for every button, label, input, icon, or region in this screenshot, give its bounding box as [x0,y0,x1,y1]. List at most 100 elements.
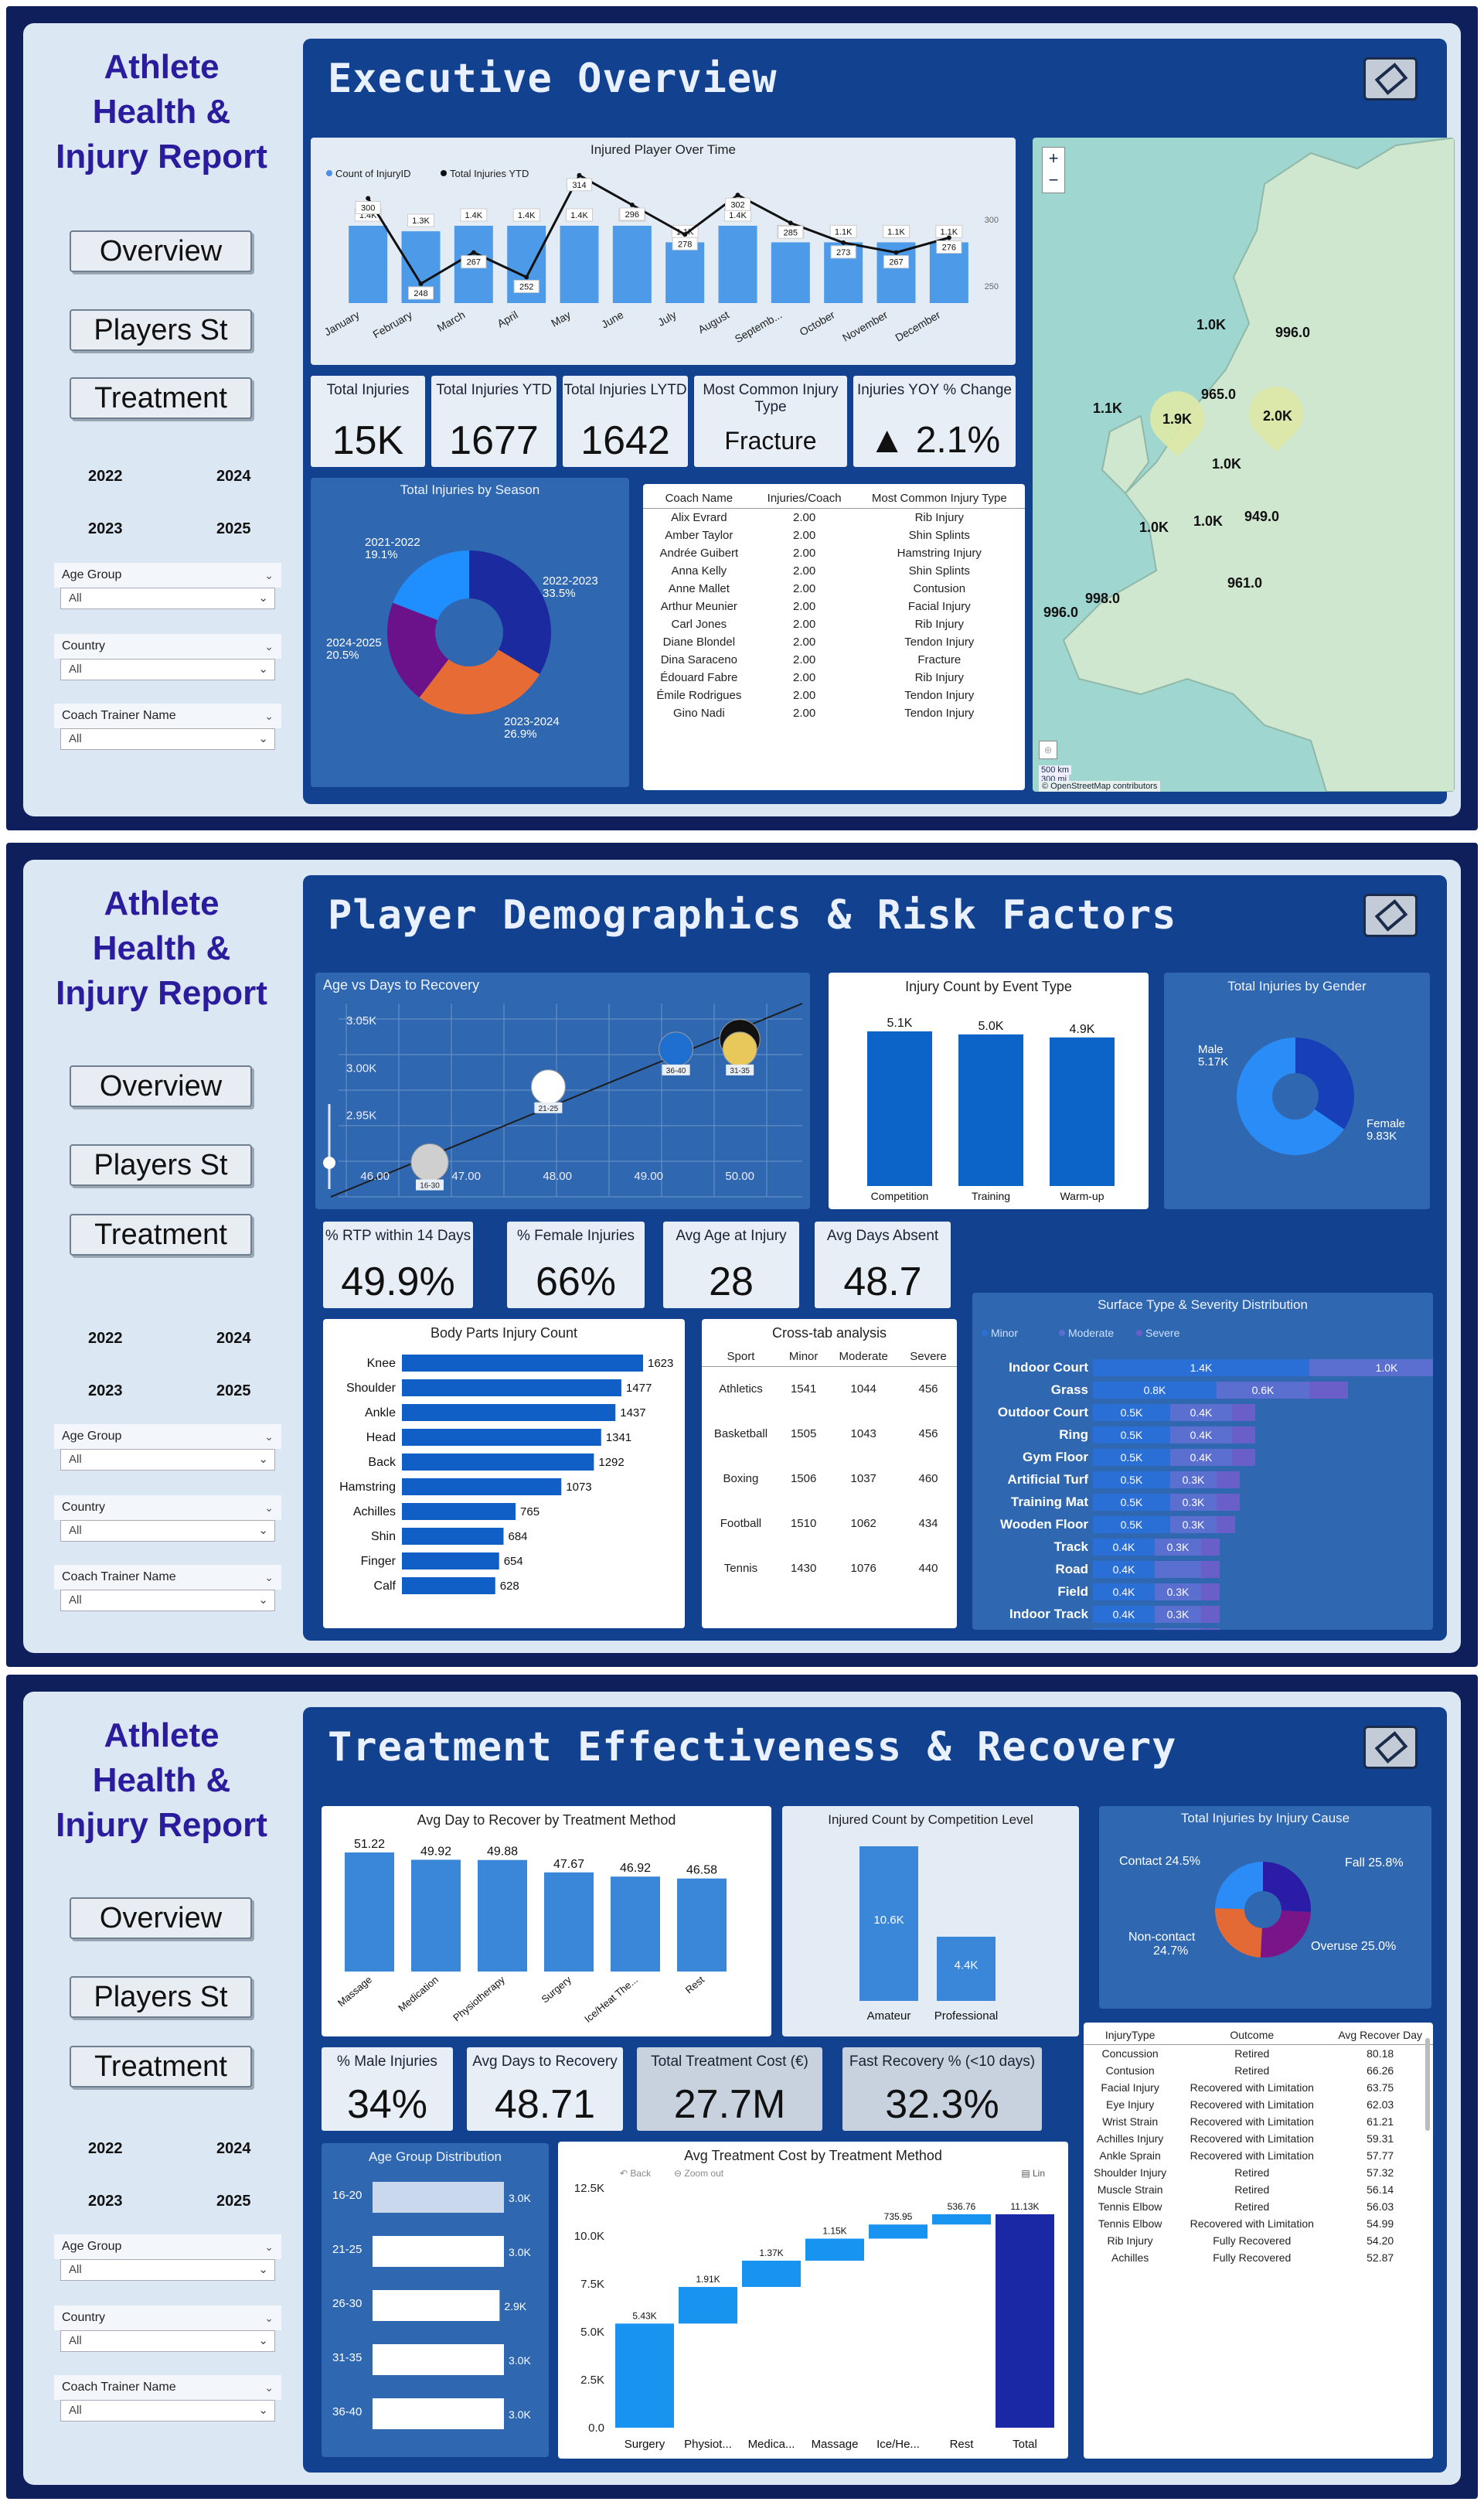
table-row[interactable]: Tennis 1430 1076 440 [702,1546,957,1591]
column-header[interactable]: Coach Name [643,489,755,509]
nav-overview-button[interactable]: Overview [70,230,252,272]
data-label: 300 [361,204,375,213]
table-row[interactable]: Anna Kelly 2.00 Shin Splints [643,562,1025,580]
column-header[interactable]: Moderate [827,1347,900,1367]
table-row[interactable]: Achilles Injury Recovered with Limitation… [1084,2130,1433,2147]
bar-segment [1093,1426,1170,1443]
column-header[interactable]: Injuries/Coach [754,489,854,509]
age-group-select[interactable]: All ⌄ [60,2259,275,2281]
map-zoom-control[interactable]: + − [1042,147,1065,193]
table-row[interactable]: Athletics 1541 1044 456 [702,1367,957,1412]
coach-select[interactable]: All ⌄ [60,728,275,750]
zoom-in-button[interactable]: + [1048,148,1059,168]
table-row[interactable]: Dina Saraceno 2.00 Fracture [643,651,1025,669]
column-header[interactable]: Avg Recover Day [1327,2026,1433,2045]
table-row[interactable]: Andrée Guibert 2.00 Hamstring Injury [643,544,1025,562]
table-row[interactable]: Arthur Meunier 2.00 Facial Injury [643,598,1025,615]
country-slicer[interactable]: Country ⌄ All ⌄ [54,634,281,680]
table-row[interactable]: Boxing 1506 1037 460 [702,1457,957,1501]
country-select[interactable]: All ⌄ [60,659,275,680]
table-row[interactable]: Facial Injury Recovered with Limitation 63… [1084,2079,1433,2096]
age-group-slicer[interactable]: Age Group ⌄ All ⌄ [54,2234,281,2281]
year-2023[interactable]: 2023 [88,1382,123,1399]
table-row[interactable]: Rib Injury Fully Recovered 54.20 [1084,2232,1433,2249]
nav-treatment-button[interactable]: Treatment [70,2046,252,2088]
table-row[interactable]: Eye Injury Recovered with Limitation 62.03 [1084,2096,1433,2113]
age-group-slicer[interactable]: Age Group ⌄ All ⌄ [54,563,281,609]
linear-scale-toggle[interactable]: ▤ Lin [1021,2168,1045,2179]
bar-segment [1155,1606,1201,1623]
year-2025[interactable]: 2025 [216,1382,251,1399]
nav-overview-button[interactable]: Overview [70,1897,252,1939]
column-header[interactable]: InjuryType [1084,2026,1177,2045]
age-group-select[interactable]: All ⌄ [60,1449,275,1471]
table-row[interactable]: Basketball 1505 1043 456 [702,1412,957,1457]
nav-players-button[interactable]: Players St [70,309,252,351]
nav-treatment-button[interactable]: Treatment [70,1214,252,1256]
table-row[interactable]: Carl Jones 2.00 Rib Injury [643,615,1025,633]
year-2024[interactable]: 2024 [216,2140,251,2157]
table-row[interactable]: Ankle Sprain Recovered with Limitation 57.… [1084,2147,1433,2164]
year-2022[interactable]: 2022 [88,2140,123,2157]
column-header[interactable]: Severe [900,1347,957,1367]
zoom-out-button[interactable]: ⊖ Zoom out [674,2168,724,2179]
table-row[interactable]: Achilles Fully Recovered 52.87 [1084,2249,1433,2266]
country-slicer[interactable]: Country ⌄ All ⌄ [54,1495,281,1542]
data-label: 10.6K [873,1914,904,1927]
year-2023[interactable]: 2023 [88,520,123,537]
table-row[interactable]: Tennis Elbow Retired 56.03 [1084,2198,1433,2215]
table-row[interactable]: Diane Blondel 2.00 Tendon Injury [643,633,1025,651]
table-row[interactable]: Muscle Strain Retired 56.14 [1084,2181,1433,2198]
table-row[interactable]: Shoulder Injury Retired 57.32 [1084,2164,1433,2181]
table-row[interactable]: Émile Rodrigues 2.00 Tendon Injury [643,687,1025,704]
year-2022[interactable]: 2022 [88,1330,123,1347]
column-header[interactable]: Most Common Injury Type [853,489,1025,509]
zoom-out-button[interactable]: − [1048,170,1059,189]
year-2023[interactable]: 2023 [88,2193,123,2210]
table-row[interactable]: Édouard Fabre 2.00 Rib Injury [643,669,1025,687]
coach-slicer[interactable]: Coach Trainer Name ⌄ All ⌄ [54,1565,281,1611]
table-row[interactable]: Tennis Elbow Recovered with Limitation 54.… [1084,2215,1433,2232]
nav-treatment-button[interactable]: Treatment [70,377,252,419]
year-2022[interactable]: 2022 [88,468,123,485]
table-cell: Fracture [917,653,962,666]
nav-players-button[interactable]: Players St [70,1976,252,2018]
table-scrollbar[interactable] [1425,2038,1430,2131]
year-2025[interactable]: 2025 [216,520,251,537]
table-row[interactable]: Football 1510 1062 434 [702,1501,957,1546]
nav-players-button[interactable]: Players St [70,1144,252,1186]
country-select[interactable]: All ⌄ [60,1520,275,1542]
age-group-select[interactable]: All ⌄ [60,588,275,609]
eraser-icon[interactable] [1363,894,1418,937]
coach-slicer[interactable]: Coach Trainer Name ⌄ All ⌄ [54,2375,281,2422]
eraser-icon[interactable] [1363,1726,1418,1769]
map-location-icon[interactable]: ⌾ [1039,741,1057,759]
age-group-slicer[interactable]: Age Group ⌄ All ⌄ [54,1424,281,1471]
country-slicer[interactable]: Country ⌄ All ⌄ [54,2306,281,2352]
eraser-icon[interactable] [1363,57,1418,101]
y-tick-label: 21-25 [332,2243,362,2256]
table-row[interactable]: Gino Nadi 2.00 Tendon Injury [643,704,1025,722]
bar-segment [1093,1494,1170,1511]
table-row[interactable]: Anne Mallet 2.00 Contusion [643,580,1025,598]
column-header[interactable]: Sport [702,1347,780,1367]
data-label: 3.0K [509,2192,531,2204]
year-2025[interactable]: 2025 [216,2193,251,2210]
column-header[interactable]: Outcome [1176,2026,1328,2045]
table-row[interactable]: Alix Evrard 2.00 Rib Injury [643,509,1025,527]
year-2024[interactable]: 2024 [216,1330,251,1347]
europe-map[interactable]: + − 1.0K 996.0 1.1K 1.9K 965.0 2.0K 1.0K … [1033,138,1455,792]
coach-select[interactable]: All ⌄ [60,1590,275,1611]
table-row[interactable]: Concussion Retired 80.18 [1084,2045,1433,2063]
column-header[interactable]: Minor [779,1347,828,1367]
table-row[interactable]: Amber Taylor 2.00 Shin Splints [643,527,1025,544]
country-select[interactable]: All ⌄ [60,2330,275,2352]
coach-select[interactable]: All ⌄ [60,2400,275,2422]
back-button[interactable]: ↶ Back [620,2168,652,2179]
coach-slicer[interactable]: Coach Trainer Name ⌄ All ⌄ [54,704,281,750]
bar-segment [1217,1471,1240,1488]
year-2024[interactable]: 2024 [216,468,251,485]
table-row[interactable]: Wrist Strain Recovered with Limitation 61.… [1084,2113,1433,2130]
nav-overview-button[interactable]: Overview [70,1065,252,1107]
table-row[interactable]: Contusion Retired 66.26 [1084,2062,1433,2079]
